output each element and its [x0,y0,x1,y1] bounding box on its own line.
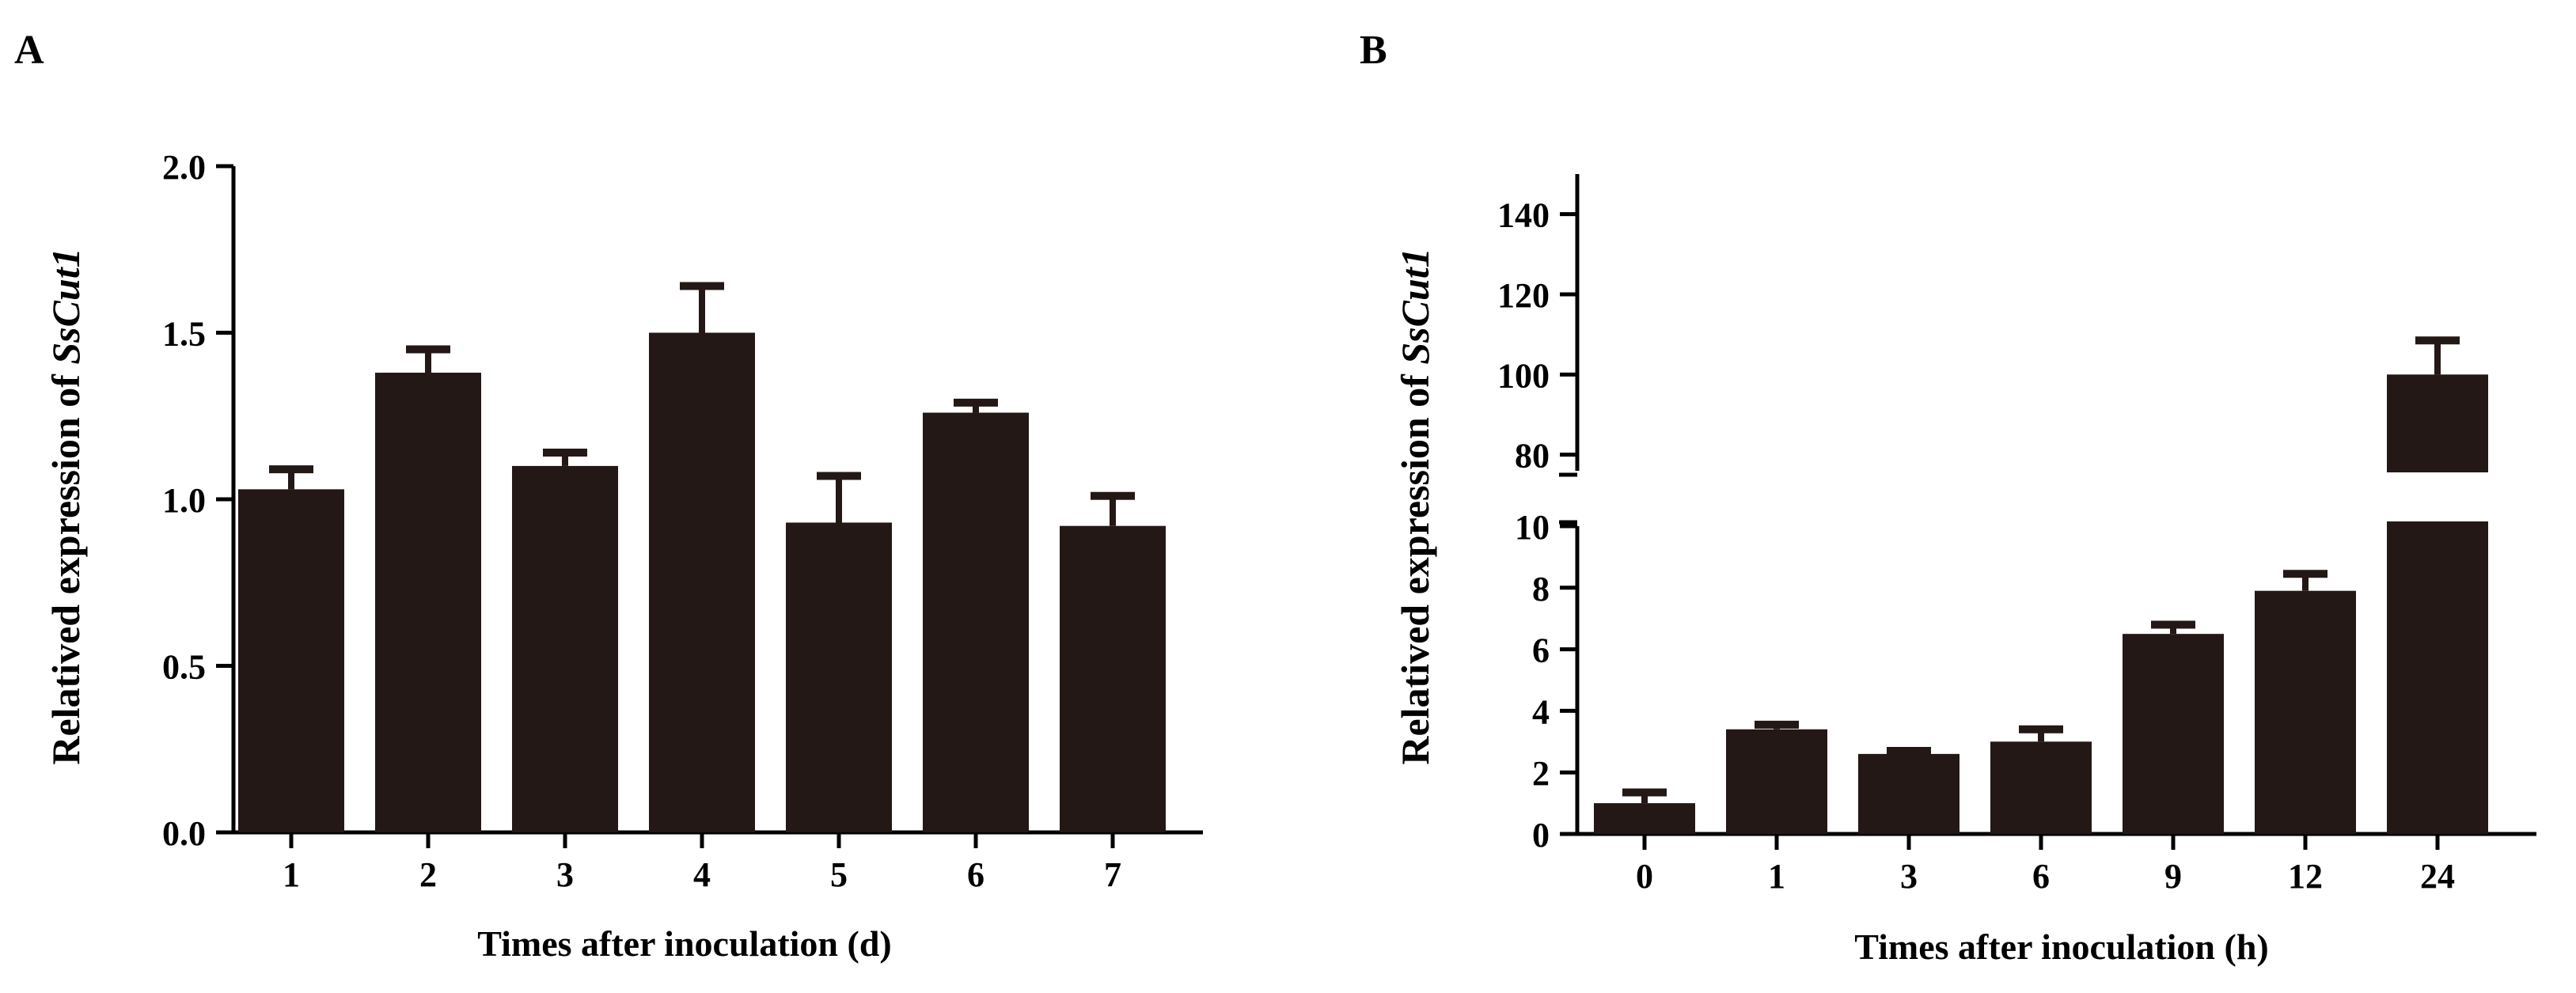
panel-a-y-ticks: 0.0 0.5 1.0 1.5 2.0 [162,148,233,853]
panel-a-bar [923,412,1029,832]
panel-b: B Relatived expression of SsCut1 Times a… [1360,28,2536,967]
panel-a-bar [238,489,344,832]
panel-a: A Relatived expression of SsCut1 Times a… [14,28,1203,964]
panel-b-bar [1594,803,1695,834]
panel-b-y-tick-label: 80 [1515,437,1550,476]
panel-b-bar [2123,634,2224,834]
panel-a-x-tick-label: 2 [419,855,437,894]
panel-a-y-axis-label-gene: SsCut1 [44,248,88,364]
panel-a-y-axis-label-prefix: Relatived expression of [44,365,88,765]
panel-b-y-tick-label: 140 [1497,196,1550,235]
panel-b-y-axis-label: Relatived expression of SsCut1 [1393,248,1437,764]
panel-b-x-tick-label: 12 [2288,857,2323,896]
panel-b-x-ticks: 0 1 3 6 9 12 24 [1636,834,2455,896]
panel-a-y-axis-label: Relatived expression of SsCut1 [44,248,88,764]
panel-b-y-tick-label: 6 [1532,631,1550,670]
panel-a-y-tick-label: 0.5 [162,648,206,687]
panel-b-y-tick-label: 2 [1532,754,1550,793]
panel-b-x-axis-label: Times after inoculation (h) [1854,927,2268,967]
panel-a-bar [786,522,892,832]
panel-a-x-tick-label: 7 [1104,855,1121,894]
panel-b-label: B [1360,28,1387,73]
panel-a-bars [238,282,1166,832]
panel-a-x-axis-label: Times after inoculation (d) [477,923,891,964]
panel-b-bar [1858,753,1960,834]
panel-a-bar [375,373,481,832]
panel-b-bar [1990,741,2092,834]
panel-a-bar [512,465,618,832]
panel-a-bar [649,332,755,832]
panel-b-y-tick-label: 0 [1532,816,1550,855]
panel-b-y-tick-label: 8 [1532,570,1550,608]
panel-b-y-tick-label: 4 [1532,692,1550,731]
panel-a-x-tick-label: 5 [830,855,848,894]
panel-b-y-axis-label-gene: SsCut1 [1393,248,1437,364]
panel-a-label: A [14,28,44,73]
panel-a-y-tick-label: 0.0 [162,814,206,853]
panel-a-y-tick-label: 1.0 [162,481,206,520]
panel-b-bar [1726,729,1827,834]
panel-a-bar [1060,525,1166,832]
panel-a-x-tick-label: 6 [967,855,984,894]
panel-b-x-tick-label: 24 [2420,857,2455,896]
panel-a-x-ticks: 1 2 3 4 5 6 7 [283,832,1121,894]
panel-b-y-tick-label: 120 [1497,276,1550,315]
panel-a-x-tick-label: 3 [556,855,574,894]
panel-b-bars [1594,336,2488,834]
panel-b-x-tick-label: 1 [1768,857,1785,896]
panel-b-x-tick-label: 0 [1636,857,1653,896]
panel-b-y-tick-label: 10 [1515,508,1550,547]
panel-a-x-tick-label: 4 [693,855,711,894]
panel-b-bar [2255,590,2356,834]
panel-b-y-axis-label-prefix: Relatived expression of [1393,365,1437,765]
panel-b-x-tick-label: 6 [2032,857,2050,896]
panel-b-axis-break-gap [1591,472,2536,521]
panel-b-x-tick-label: 3 [1900,857,1918,896]
panel-b-y-tick-label: 100 [1497,356,1550,395]
panel-b-bar [2387,374,2488,834]
panel-a-x-tick-label: 1 [283,855,300,894]
panel-a-y-tick-label: 2.0 [162,148,206,187]
panel-b-y-ticks: 0 2 4 6 8 10 80 100 120 140 [1497,196,1577,855]
panel-a-y-tick-label: 1.5 [162,315,206,354]
panel-b-x-tick-label: 9 [2164,857,2182,896]
